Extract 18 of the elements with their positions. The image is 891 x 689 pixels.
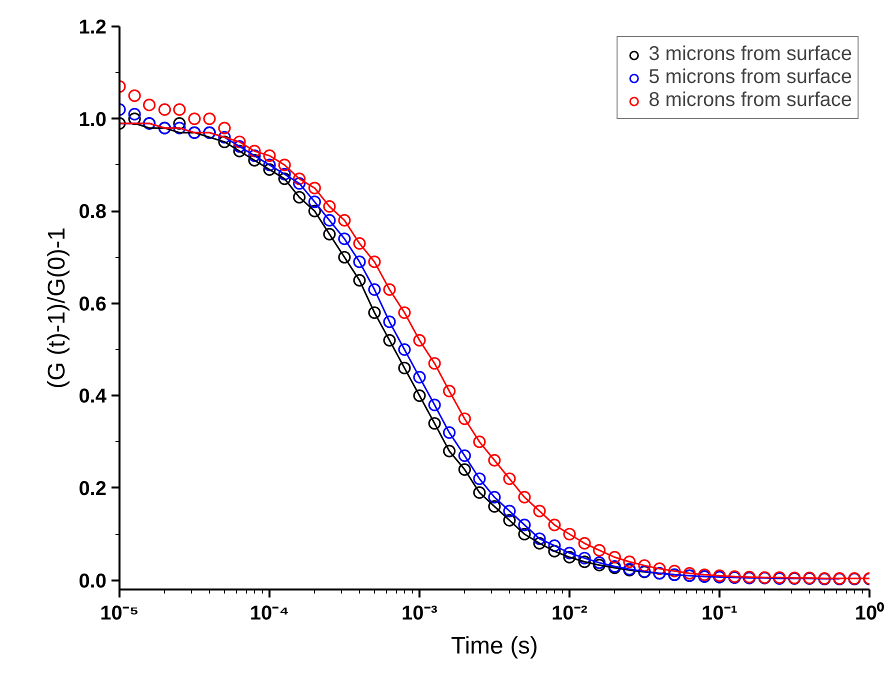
y-tick-label: 0.0	[78, 570, 107, 592]
x-tick-label: 10⁻¹	[702, 602, 738, 624]
legend-label: 3 microns from surface	[648, 43, 852, 66]
y-tick-label: 0.6	[78, 293, 107, 316]
legend-label: 8 microns from surface	[648, 89, 852, 112]
y-tick-label: 1.2	[78, 16, 107, 38]
x-tick-label: 10⁻²	[552, 602, 588, 624]
x-axis-title: Time (s)	[450, 632, 538, 660]
x-tick-label: 10⁰	[854, 602, 884, 624]
y-axis-title: (G (t)-1)/G(0)-1	[44, 227, 71, 389]
y-tick-label: 0.8	[78, 201, 107, 224]
y-tick-label: 0.4	[78, 386, 108, 408]
legend-label: 5 microns from surface	[648, 66, 852, 89]
x-tick-label: 10⁻³	[402, 602, 438, 624]
y-tick-label: 1.0	[78, 108, 107, 131]
x-tick-label: 10⁻⁵	[100, 602, 139, 624]
y-tick-label: 0.2	[78, 478, 107, 500]
x-tick-label: 10⁻⁴	[250, 602, 290, 624]
